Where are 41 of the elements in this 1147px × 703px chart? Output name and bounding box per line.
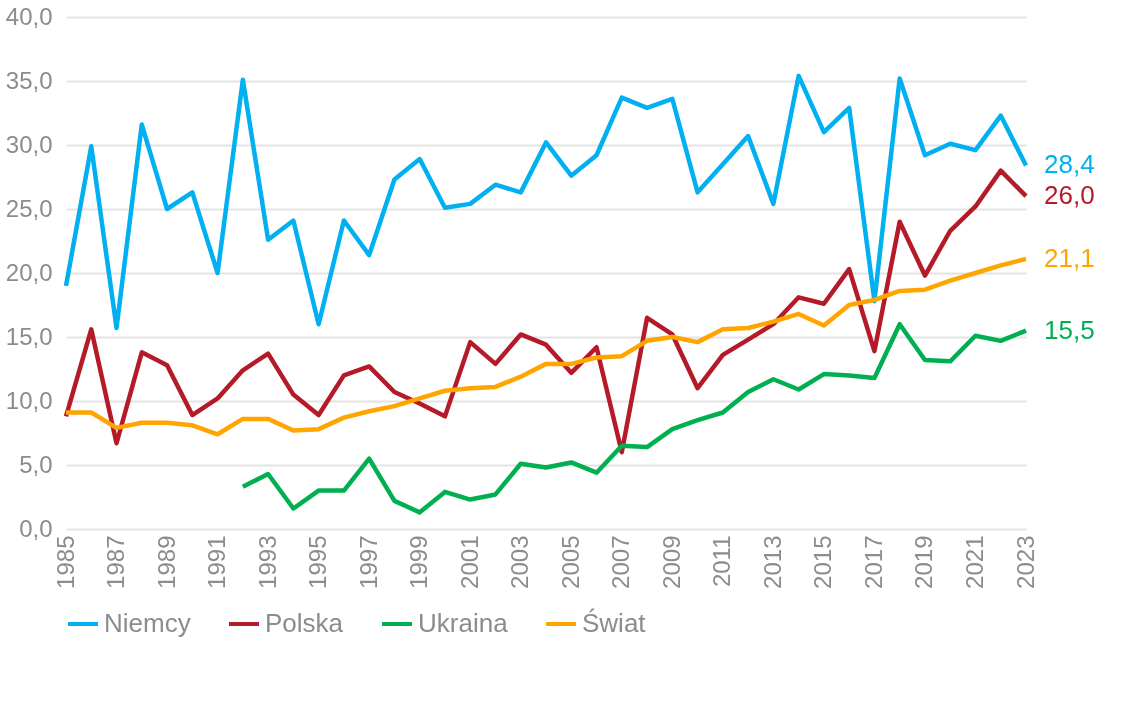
- legend-label: Świat: [582, 608, 647, 638]
- x-tick-label: 2013: [758, 535, 786, 589]
- x-tick-label: 1997: [354, 535, 382, 589]
- x-tick-label: 1989: [152, 535, 180, 589]
- x-tick-label: 1991: [203, 535, 231, 589]
- legend-label: Ukraina: [418, 608, 509, 638]
- data-label: 28,4: [1044, 149, 1095, 180]
- x-tick-label: 2023: [1011, 535, 1039, 589]
- y-tick-label: 25,0: [5, 194, 53, 222]
- x-tick-label: 2003: [506, 535, 534, 589]
- legend-label: Polska: [265, 608, 344, 638]
- line-series: [240, 321, 1029, 515]
- y-tick-label: 35,0: [5, 66, 53, 94]
- line-series: [63, 73, 1029, 331]
- x-tick-label: 1995: [304, 535, 332, 589]
- data-label: 26,0: [1044, 180, 1095, 211]
- line-series: [63, 168, 1029, 455]
- y-tick-label: 40,0: [5, 2, 53, 30]
- x-tick-label: 2005: [556, 535, 584, 589]
- x-tick-label: 1999: [405, 535, 433, 589]
- y-tick-label: 5,0: [19, 450, 53, 478]
- x-tick-label: 2011: [708, 535, 736, 588]
- x-tick-label: 2009: [657, 535, 685, 589]
- data-label: 15,5: [1044, 314, 1095, 345]
- data-label: 21,1: [1044, 242, 1095, 273]
- line-series: [63, 256, 1029, 437]
- x-tick-label: 2017: [859, 535, 887, 589]
- x-tick-label: 2019: [910, 535, 938, 589]
- x-tick-label: 2015: [809, 535, 837, 589]
- y-tick-label: 10,0: [5, 386, 53, 414]
- x-tick-label: 2001: [455, 535, 483, 589]
- x-tick-label: 1993: [253, 535, 281, 589]
- y-tick-label: 0,0: [19, 514, 53, 542]
- y-tick-label: 20,0: [5, 258, 53, 286]
- x-tick-label: 1985: [51, 535, 79, 589]
- x-tick-label: 1987: [102, 535, 130, 589]
- x-tick-label: 2021: [960, 535, 988, 589]
- legend-label: Niemcy: [104, 608, 191, 638]
- y-tick-label: 15,0: [5, 322, 53, 350]
- x-tick-label: 2007: [607, 535, 635, 589]
- y-tick-label: 30,0: [5, 130, 53, 158]
